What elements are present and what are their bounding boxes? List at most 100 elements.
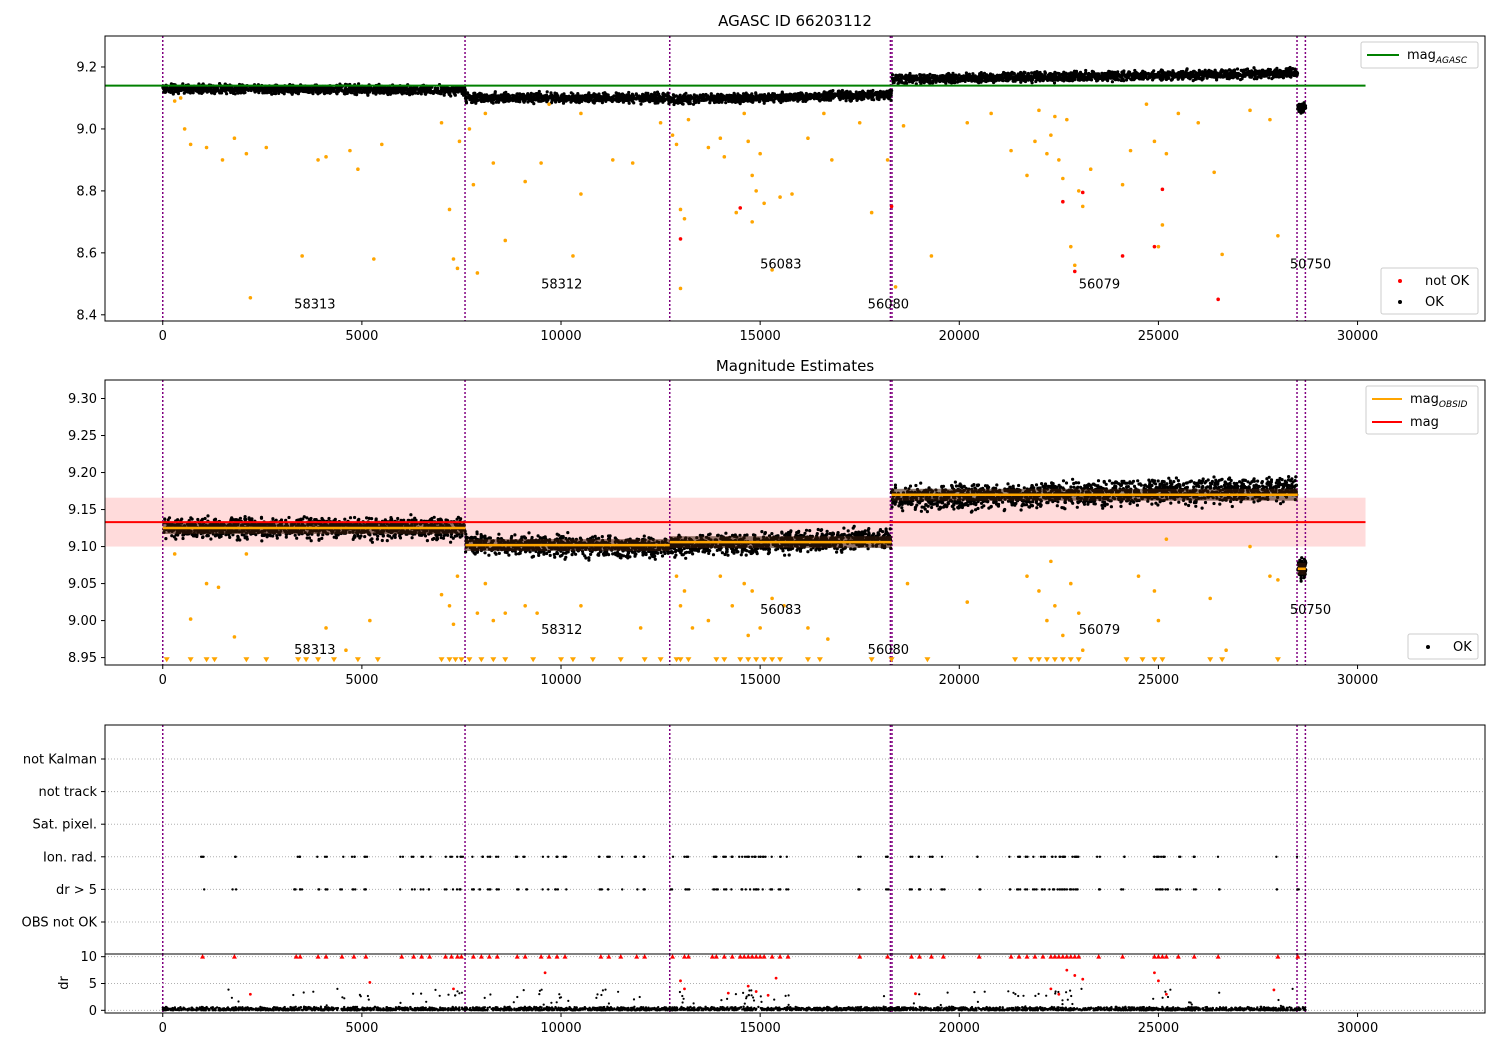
p1-orange-point [678,603,683,608]
p0-orange-point [316,158,320,162]
p3-dr-capped-marker [753,954,759,959]
legend-ok-label: OK [1425,295,1444,310]
p0-orange-point [356,167,360,172]
p0-orange-point [372,257,376,261]
p0-orange-point [182,127,187,131]
p1-out-of-range-marker [452,657,459,663]
p1-out-of-range-marker [1027,657,1034,663]
p3-dr-capped-marker [1008,954,1014,959]
p1-orange-point [523,603,527,608]
p0-orange-point [439,120,444,125]
p1-out-of-range-marker [769,657,776,663]
p0-orange-point [264,145,269,150]
p0-not-ok-point [738,206,743,210]
p1-orange-point [439,592,444,597]
p3-dr-capped-marker [522,954,528,959]
p3-dr-capped-marker [297,954,303,959]
p2-category-label: not Kalman [23,753,97,768]
p3-dr-capped-marker [399,954,405,959]
p0-orange-point [989,111,993,116]
p2-flag-row-2 [199,855,1299,858]
p3-xtick-label: 10000 [540,1021,581,1036]
p0-orange-point [610,158,615,162]
p0-xtick-label: 15000 [739,329,780,344]
p1-out-of-range-marker [1151,657,1158,663]
p1-out-of-range-marker [737,657,744,663]
p1-obsid-label: 50750 [1290,603,1331,618]
p1-ytick-label: 9.10 [68,540,97,555]
p1-xtick-label: 20000 [939,673,980,688]
panel1-frame [104,35,1486,322]
p1-out-of-range-marker [868,657,875,663]
p1-out-of-range-marker [888,657,895,663]
p0-orange-point [455,266,460,271]
p0-orange-point [901,124,906,128]
p0-ok-points-obs2 [668,88,894,107]
p0-orange-point [965,120,970,125]
p3-dr-capped-marker [427,954,433,959]
p0-orange-point [547,102,551,106]
p1-out-of-range-marker [713,657,720,663]
p1-out-of-range-marker [657,657,664,663]
p3-dr-high-point [1081,977,1085,981]
p1-orange-point [1164,537,1169,541]
p1-out-of-range-marker [530,657,537,663]
p0-orange-point [893,285,898,289]
p3-dr-high-point [368,981,372,984]
p1-out-of-range-marker [617,657,624,663]
p3-dr-capped-marker [1175,954,1181,959]
p1-orange-point [244,552,249,556]
p0-orange-point [1037,108,1041,113]
p0-orange-point [491,161,496,165]
p2-category-label: Sat. pixel. [33,818,97,833]
p0-obsid-label: 58312 [541,277,582,292]
p3-dr-capped-marker [928,954,934,959]
p3-dr-high-point [543,971,547,975]
p3-dr-capped-marker [634,954,640,959]
p1-orange-point [368,618,372,623]
p3-dr-capped-marker [1275,954,1281,959]
p3-dr-high-point [914,992,917,996]
p0-orange-point [348,148,352,153]
p0-ok-points-obs1 [463,89,671,106]
p3-dr-capped-marker [713,954,719,959]
p0-orange-point [451,257,456,261]
p3-dr-capped-marker [709,954,715,959]
p3-dr-capped-marker [351,954,357,959]
panel-dr: 0 5000 10000 15000 20000 25000 30000 0 5 10 dr [57,950,1485,1036]
p1-orange-point [172,552,177,556]
p0-orange-point [300,254,304,258]
panel1-legend-top: magAGASC [1360,41,1479,69]
p0-orange-point [1025,173,1029,178]
p1-orange-point [750,589,754,593]
p0-orange-point [722,155,727,159]
p1-out-of-range-marker [446,657,453,663]
p3-xtick-label: 5000 [345,1021,378,1036]
p1-xtick-label: 10000 [540,673,581,688]
p3-dr-capped-marker [458,954,464,959]
p1-orange-point [491,618,496,623]
p1-orange-point [204,581,209,586]
p3-dr-high-point [754,990,758,993]
p0-not-ok-point [1152,244,1157,249]
p0-orange-point [248,295,253,300]
p0-orange-point [1065,117,1069,122]
p0-orange-point [929,254,934,258]
p0-orange-point [220,158,225,162]
p0-orange-point [1053,114,1057,119]
legend-mag-agasc-label: mag [1407,48,1436,63]
p0-orange-point [379,142,384,147]
p3-dr-capped-marker [486,954,492,959]
p3-xtick-label: 30000 [1337,1021,1378,1036]
p0-orange-point [682,216,687,221]
p3-dr-capped-marker [976,954,982,959]
p1-out-of-range-marker [1207,657,1214,663]
p3-dr-capped-marker [1040,954,1046,959]
p1-out-of-range-marker [458,657,465,663]
p3-dr-capped-marker [885,954,891,959]
p0-orange-point [503,238,508,243]
p1-orange-point [905,581,910,586]
panel-flags: OBS not OK dr > 5 Ion. rad. Sat. pixel. not … [22,725,1485,954]
p0-orange-point [1076,189,1081,193]
